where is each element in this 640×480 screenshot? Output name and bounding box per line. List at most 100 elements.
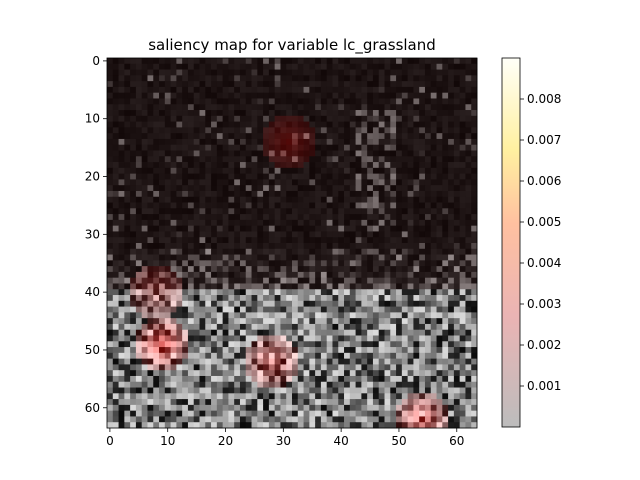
heatmap-cell [407, 422, 414, 429]
heatmap-cell [222, 190, 229, 198]
heatmap-cell [199, 156, 206, 163]
heatmap-cell [326, 86, 333, 94]
heatmap-cell [286, 312, 293, 319]
heatmap-cell [471, 370, 478, 377]
heatmap-cell [257, 243, 264, 250]
heatmap-cell [436, 347, 443, 354]
heatmap-cell [112, 404, 119, 412]
heatmap-cell [245, 110, 252, 117]
heatmap-cell [309, 289, 316, 296]
heatmap-cell [303, 283, 310, 290]
heatmap-cell [344, 289, 351, 296]
heatmap-cell [251, 260, 258, 267]
heatmap-cell [453, 162, 461, 169]
heatmap-cell [401, 283, 409, 290]
heatmap-cell [286, 387, 293, 394]
heatmap-cell [419, 335, 426, 342]
heatmap-cell [159, 312, 166, 319]
heatmap-cell [170, 341, 177, 348]
heatmap-cell [390, 219, 397, 227]
heatmap-cell [361, 248, 368, 255]
heatmap-cell [367, 387, 374, 394]
heatmap-cell [401, 300, 409, 307]
heatmap-cell [245, 352, 252, 360]
heatmap-cell [320, 289, 328, 296]
heatmap-cell [216, 352, 224, 360]
heatmap-cell [384, 393, 391, 400]
heatmap-cell [349, 75, 356, 82]
heatmap-cell [130, 243, 137, 250]
heatmap-cell [413, 277, 420, 284]
heatmap-cell [442, 422, 449, 429]
heatmap-cell [257, 289, 264, 296]
heatmap-cell [153, 347, 160, 354]
heatmap-cell [349, 295, 356, 302]
heatmap-cell [332, 225, 339, 232]
heatmap-cell [112, 306, 119, 313]
heatmap-cell [471, 173, 478, 180]
heatmap-cell [407, 283, 414, 290]
heatmap-cell [430, 341, 437, 348]
heatmap-cell [349, 283, 356, 290]
heatmap-cell [176, 69, 183, 76]
heatmap-cell [292, 243, 299, 250]
heatmap-cell [407, 214, 414, 221]
heatmap-cell [372, 335, 380, 342]
heatmap-cell [159, 190, 166, 198]
heatmap-cell [251, 133, 258, 140]
heatmap-cell [274, 179, 281, 186]
heatmap-cell [349, 219, 356, 227]
heatmap-cell [159, 133, 166, 140]
heatmap-cell [182, 167, 189, 175]
heatmap-cell [182, 237, 189, 244]
heatmap-cell [141, 352, 148, 360]
heatmap-cell [459, 329, 466, 336]
heatmap-cell [396, 318, 403, 325]
heatmap-cell [372, 167, 380, 175]
heatmap-cell [187, 202, 195, 209]
heatmap-cell [135, 277, 143, 284]
heatmap-cell [182, 399, 189, 406]
heatmap-cell [170, 318, 177, 325]
heatmap-cell [378, 323, 385, 331]
heatmap-cell [263, 266, 270, 273]
heatmap-cell [280, 410, 287, 417]
heatmap-cell [239, 416, 247, 423]
heatmap-cell [251, 196, 258, 203]
heatmap-cell [274, 283, 281, 290]
heatmap-cell [453, 179, 461, 186]
heatmap-cell [315, 237, 322, 244]
heatmap-cell [401, 335, 409, 342]
heatmap-cell [234, 358, 241, 365]
heatmap-cell [349, 156, 356, 163]
heatmap-cell [268, 138, 276, 146]
heatmap-cell [107, 329, 114, 336]
heatmap-cell [124, 75, 131, 82]
heatmap-cell [124, 352, 131, 360]
heatmap-cell [453, 306, 461, 313]
heatmap-cell [176, 375, 183, 383]
heatmap-cell [153, 375, 160, 383]
heatmap-cell [297, 404, 304, 412]
heatmap-cell [164, 422, 171, 429]
heatmap-cell [130, 214, 137, 221]
heatmap-cell [424, 277, 432, 284]
heatmap-cell [187, 323, 195, 331]
heatmap-cell [164, 410, 171, 417]
heatmap-cell [344, 75, 351, 82]
heatmap-cell [257, 98, 264, 105]
heatmap-cell [471, 185, 478, 192]
heatmap-cell [465, 393, 472, 400]
heatmap-cell [153, 243, 160, 250]
heatmap-cell [297, 162, 304, 169]
heatmap-cell [390, 254, 397, 261]
plot-frame [106, 57, 478, 429]
heatmap-cell [170, 387, 177, 394]
heatmap-cell [268, 179, 276, 186]
heatmap-cell [257, 358, 264, 365]
heatmap-cell [407, 179, 414, 186]
heatmap-cell [130, 283, 137, 290]
heatmap-cell [413, 104, 420, 111]
heatmap-cell [263, 214, 270, 221]
heatmap-cell [135, 358, 143, 365]
